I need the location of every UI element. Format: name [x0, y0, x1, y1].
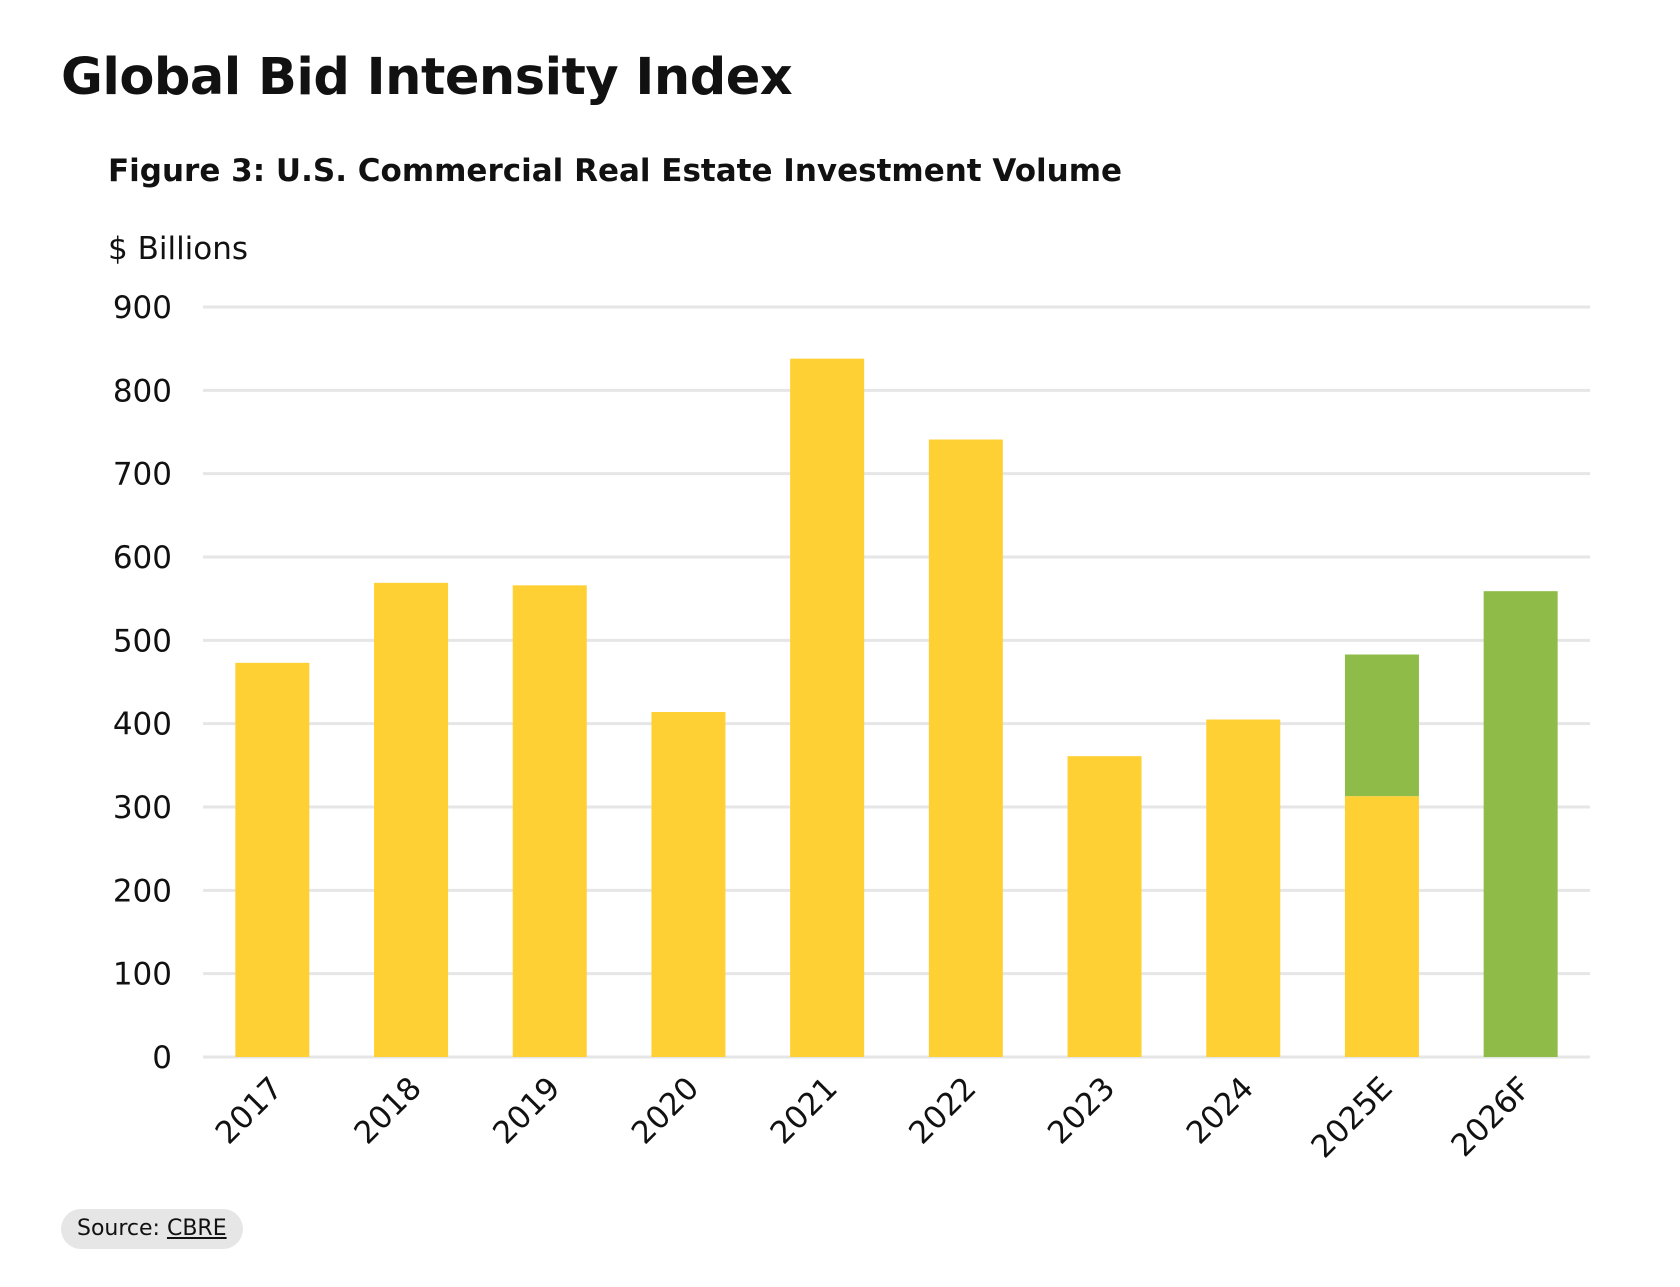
y-tick-label: 0 [152, 1040, 172, 1076]
y-tick-label: 300 [113, 790, 172, 826]
x-tick-label: 2022 [902, 1070, 983, 1151]
x-tick-label: 2018 [347, 1070, 428, 1151]
bar-2020-actual [651, 712, 726, 1057]
x-tick-label: 2023 [1041, 1070, 1122, 1151]
y-axis-ticks: 0 100 200 300 400 500 600 700 800 900 [113, 290, 172, 1076]
y-tick-label: 800 [113, 373, 172, 409]
bar-2025e-actual [1344, 796, 1419, 1057]
x-tick-label: 2026F [1444, 1070, 1538, 1164]
bar-2026f-estimate [1483, 591, 1558, 1057]
y-tick-label: 500 [113, 623, 172, 659]
y-tick-label: 600 [113, 540, 172, 576]
y-tick-label: 700 [113, 457, 172, 493]
x-axis-ticks: 2017 2018 2019 2020 2021 2022 2023 2024 2025E 202… [209, 1070, 1539, 1165]
bar-2018-actual [374, 582, 449, 1057]
y-axis-label: $ Billions [108, 231, 248, 267]
page-title: Global Bid Intensity Index [61, 48, 793, 107]
y-tick-label: 100 [113, 957, 172, 993]
x-tick-label: 2024 [1180, 1070, 1261, 1151]
x-tick-label: 2019 [486, 1070, 567, 1151]
bar-2024-actual [1206, 719, 1281, 1057]
source-link[interactable]: CBRE [166, 1216, 227, 1241]
bar-2017-actual [235, 662, 310, 1057]
bar-2025e-estimate [1344, 654, 1419, 797]
x-tick-label: 2017 [209, 1070, 290, 1151]
bar-2022-actual [928, 439, 1003, 1057]
y-tick-label: 400 [113, 707, 172, 743]
bar-2019-actual [512, 585, 587, 1057]
bars [235, 358, 1558, 1058]
bar-2023-actual [1067, 756, 1142, 1057]
y-tick-label: 900 [113, 290, 172, 326]
figure-title: Figure 3: U.S. Commercial Real Estate In… [108, 153, 1123, 189]
x-tick-label: 2025E [1305, 1070, 1400, 1165]
bar-2021-actual [790, 358, 865, 1058]
y-tick-label: 200 [113, 873, 172, 909]
source-note: Source: CBRE [61, 1209, 243, 1249]
source-label: Source: [77, 1216, 167, 1241]
x-tick-label: 2020 [625, 1070, 706, 1151]
x-tick-label: 2021 [764, 1070, 845, 1151]
